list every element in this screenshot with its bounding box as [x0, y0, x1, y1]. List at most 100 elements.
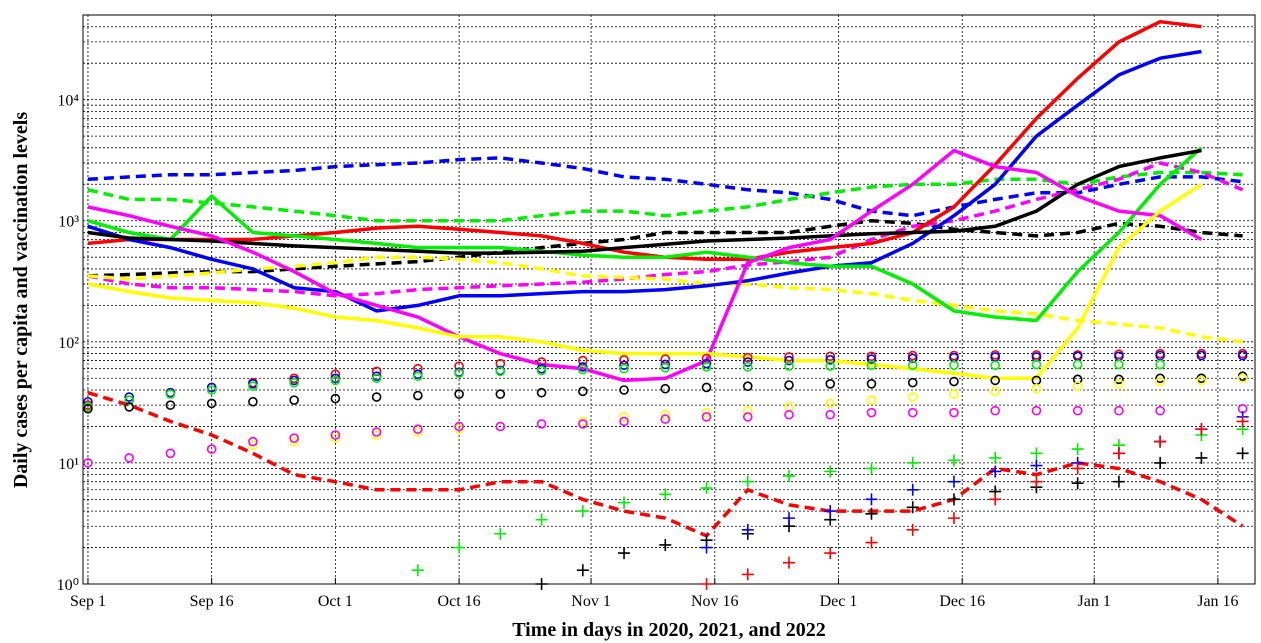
circle-marker	[413, 427, 423, 437]
plus-marker	[1071, 462, 1084, 475]
circle-marker	[701, 362, 712, 372]
circle-marker	[371, 373, 382, 384]
series-line	[87, 161, 1244, 298]
series-line	[87, 255, 1243, 344]
circle-marker	[619, 385, 629, 395]
circle-marker	[907, 360, 918, 371]
circle-marker	[1114, 379, 1124, 389]
circle-marker	[660, 409, 671, 420]
circle-marker	[83, 396, 93, 407]
plus-marker	[1154, 456, 1167, 469]
circle-marker	[330, 393, 341, 404]
circle-marker	[866, 360, 877, 371]
x-tick-label: Dec 16	[939, 593, 985, 610]
x-tick-label: Nov 1	[571, 593, 611, 610]
circle-marker	[536, 387, 547, 398]
circle-marker	[289, 395, 299, 405]
circle-marker	[1155, 376, 1165, 387]
circle-marker	[578, 419, 588, 429]
circle-marker	[784, 352, 794, 362]
circle-marker	[1114, 374, 1124, 385]
plus-marker	[865, 462, 878, 475]
circle-marker	[742, 352, 753, 363]
circle-marker	[578, 364, 588, 375]
circle-marker	[1155, 405, 1165, 416]
plus-marker	[1236, 447, 1249, 460]
circle-marker	[454, 368, 464, 379]
circle-marker	[825, 398, 836, 409]
plus-marker	[865, 536, 878, 549]
circle-marker	[165, 448, 176, 459]
plus-marker	[453, 541, 466, 554]
series-line	[87, 148, 1203, 383]
plus-marker	[989, 451, 1002, 464]
circle-marker	[949, 389, 959, 399]
plus-marker	[618, 496, 631, 509]
circle-marker	[1072, 359, 1083, 370]
plus-marker	[947, 512, 960, 525]
circle-marker	[124, 395, 134, 405]
circle-marker	[990, 375, 1000, 386]
circle-marker	[495, 366, 506, 377]
circle-marker	[866, 379, 877, 389]
circle-marker	[619, 363, 629, 374]
circle-marker	[742, 412, 753, 422]
circle-marker	[907, 407, 918, 418]
circle-marker	[1072, 381, 1083, 392]
circle-marker	[907, 392, 918, 402]
plus-marker	[1195, 423, 1208, 436]
circle-marker	[165, 400, 176, 410]
circle-marker	[248, 440, 258, 451]
y-tick-label: 10⁴	[57, 93, 79, 110]
circle-marker	[742, 405, 753, 416]
plot-frame	[82, 14, 1256, 585]
circle-marker	[1155, 350, 1165, 361]
plus-marker	[1112, 475, 1125, 488]
circle-marker	[784, 380, 794, 390]
x-tick-label: Jan 1	[1078, 593, 1111, 610]
series-line	[87, 156, 1243, 218]
y-axis-label: Daily cases per capita and vaccination l…	[10, 112, 32, 488]
plus-marker	[824, 505, 837, 518]
circle-marker	[949, 376, 959, 387]
circle-marker	[206, 385, 217, 395]
circle-marker	[330, 369, 341, 380]
circle-marker	[330, 430, 341, 440]
circle-marker	[660, 414, 671, 424]
circle-marker	[83, 458, 93, 468]
plus-marker	[1030, 459, 1043, 472]
plus-marker	[865, 507, 878, 520]
circle-marker	[907, 377, 918, 388]
plus-marker	[906, 483, 919, 496]
plus-marker	[1154, 435, 1167, 448]
plus-marker	[989, 465, 1002, 478]
plus-marker	[1071, 443, 1084, 456]
plus-marker	[947, 493, 960, 506]
circle-marker	[454, 389, 464, 399]
x-tick-label: Sep 1	[70, 593, 106, 610]
circle-marker	[907, 353, 918, 364]
circle-marker	[1155, 359, 1165, 370]
circle-marker	[866, 407, 877, 418]
circle-marker	[289, 377, 299, 388]
plus-marker	[1195, 451, 1208, 464]
circle-marker	[784, 361, 794, 371]
series-line	[87, 19, 1202, 262]
x-tick-label: Sep 16	[190, 593, 234, 610]
circle-marker	[1114, 359, 1124, 370]
circle-marker	[907, 350, 918, 361]
circle-marker	[701, 358, 712, 369]
circle-marker	[206, 398, 217, 409]
x-tick-label: Dec 1	[820, 593, 858, 610]
plus-marker	[783, 469, 796, 482]
circle-marker	[248, 436, 258, 447]
y-tick-label: 10¹	[58, 456, 79, 473]
plus-marker	[411, 564, 424, 577]
plus-marker	[576, 564, 589, 577]
plus-marker	[576, 505, 589, 518]
circle-marker	[742, 357, 753, 367]
circle-marker	[1237, 373, 1248, 384]
plus-marker	[494, 527, 507, 540]
circle-marker	[495, 421, 506, 432]
circle-marker	[1155, 373, 1165, 384]
